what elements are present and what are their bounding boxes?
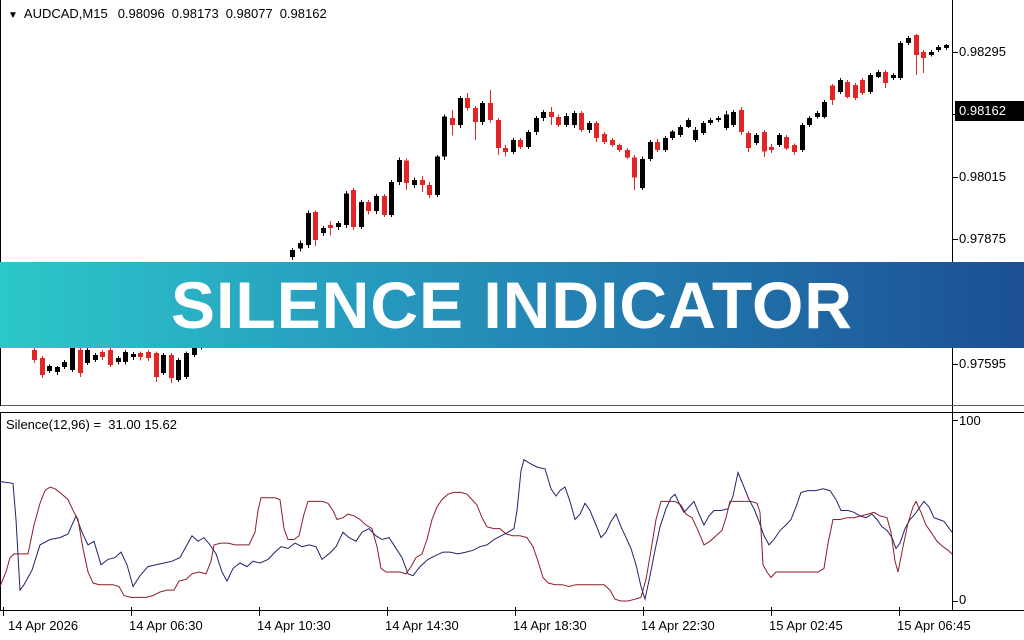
banner-title: SILENCE INDICATOR xyxy=(171,268,853,342)
indicator-axis-min: 0 xyxy=(959,592,967,607)
time-axis-label: 14 Apr 2026 xyxy=(8,618,79,633)
time-axis-label: 14 Apr 22:30 xyxy=(641,618,715,633)
price-axis-label: 0.97875 xyxy=(959,231,1006,246)
time-axis-label: 14 Apr 10:30 xyxy=(257,618,331,633)
silence-indicator-banner: SILENCE INDICATOR xyxy=(0,262,1024,348)
price-axis-label: 0.98295 xyxy=(959,44,1006,59)
time-axis-label: 14 Apr 18:30 xyxy=(513,618,587,633)
quote-open: 0.98096 xyxy=(117,6,165,21)
price-axis-label: 0.98015 xyxy=(959,169,1006,184)
symbol-marker-icon: ▼ xyxy=(8,10,18,21)
chart-ohlc-header: ▼ AUDCAD,M15 0.98096 0.98173 0.98077 0.98162 xyxy=(8,6,334,21)
quote-low: 0.98077 xyxy=(225,6,273,21)
time-axis-label: 14 Apr 06:30 xyxy=(129,618,203,633)
quote-high: 0.98173 xyxy=(171,6,219,21)
price-axis-label: 0.97595 xyxy=(959,356,1006,371)
quote-close: 0.98162 xyxy=(279,6,327,21)
symbol-timeframe-label: AUDCAD,M15 xyxy=(23,6,108,21)
current-price-tag: 0.98162 xyxy=(955,101,1024,121)
indicator-axis-max: 100 xyxy=(959,413,981,428)
time-axis-label: 14 Apr 14:30 xyxy=(385,618,459,633)
time-axis-label: 15 Apr 06:45 xyxy=(897,618,971,633)
indicator-label: Silence(12,96) = 31.00 15.62 xyxy=(6,417,177,432)
time-axis-label: 15 Apr 02:45 xyxy=(769,618,843,633)
